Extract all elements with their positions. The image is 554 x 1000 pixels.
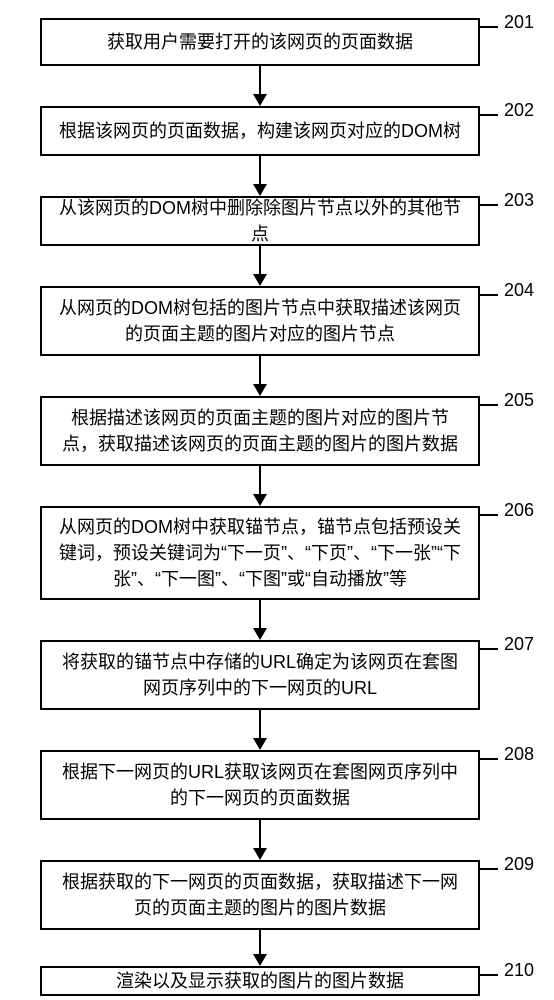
arrow-line xyxy=(259,246,261,274)
arrow-line xyxy=(259,820,261,848)
arrow-head-icon xyxy=(253,954,267,966)
step-box-203: 从该网页的DOM树中删除除图片节点以外的其他节点 xyxy=(40,196,480,246)
step-label-207: 207 xyxy=(504,634,534,655)
arrow-head-icon xyxy=(253,384,267,396)
step-text: 将获取的锚节点中存储的URL确定为该网页在套图网页序列中的下一网页的URL xyxy=(56,649,464,701)
step-label-201: 201 xyxy=(504,12,534,33)
arrow-line xyxy=(259,156,261,184)
label-tick xyxy=(480,294,498,296)
label-tick xyxy=(480,26,498,28)
step-label-202: 202 xyxy=(504,100,534,121)
arrow-head-icon xyxy=(253,738,267,750)
step-label-209: 209 xyxy=(504,854,534,875)
label-tick xyxy=(480,974,498,976)
step-box-208: 根据下一网页的URL获取该网页在套图网页序列中的下一网页的页面数据 xyxy=(40,750,480,820)
step-box-206: 从网页的DOM树中获取锚节点，锚节点包括预设关键词，预设关键词为“下一页”、“下… xyxy=(40,506,480,600)
step-label-206: 206 xyxy=(504,500,534,521)
label-tick xyxy=(480,648,498,650)
step-box-209: 根据获取的下一网页的页面数据，获取描述下一网页的页面主题的图片的图片数据 xyxy=(40,860,480,930)
step-text: 获取用户需要打开的该网页的页面数据 xyxy=(107,29,413,55)
arrow-line xyxy=(259,600,261,628)
label-tick xyxy=(480,758,498,760)
arrow-line xyxy=(259,356,261,384)
arrow-line xyxy=(259,466,261,494)
step-text: 从网页的DOM树中获取锚节点，锚节点包括预设关键词，预设关键词为“下一页”、“下… xyxy=(56,514,464,592)
step-box-202: 根据该网页的页面数据，构建该网页对应的DOM树 xyxy=(40,106,480,156)
label-tick xyxy=(480,204,498,206)
step-box-207: 将获取的锚节点中存储的URL确定为该网页在套图网页序列中的下一网页的URL xyxy=(40,640,480,710)
label-tick xyxy=(480,404,498,406)
arrow-head-icon xyxy=(253,274,267,286)
step-text: 根据描述该网页的页面主题的图片对应的图片节点，获取描述该网页的页面主题的图片的图… xyxy=(56,405,464,457)
step-box-205: 根据描述该网页的页面主题的图片对应的图片节点，获取描述该网页的页面主题的图片的图… xyxy=(40,396,480,466)
step-label-204: 204 xyxy=(504,280,534,301)
step-label-205: 205 xyxy=(504,390,534,411)
step-label-208: 208 xyxy=(504,744,534,765)
label-tick xyxy=(480,868,498,870)
arrow-head-icon xyxy=(253,494,267,506)
step-box-210: 渲染以及显示获取的图片的图片数据 xyxy=(40,966,480,996)
step-box-201: 获取用户需要打开的该网页的页面数据 xyxy=(40,18,480,66)
step-label-203: 203 xyxy=(504,190,534,211)
arrow-line xyxy=(259,930,261,954)
arrow-head-icon xyxy=(253,94,267,106)
label-tick xyxy=(480,514,498,516)
step-text: 根据获取的下一网页的页面数据，获取描述下一网页的页面主题的图片的图片数据 xyxy=(56,869,464,921)
arrow-line xyxy=(259,710,261,738)
step-text: 从网页的DOM树包括的图片节点中获取描述该网页的页面主题的图片对应的图片节点 xyxy=(56,295,464,347)
arrow-head-icon xyxy=(253,628,267,640)
step-label-210: 210 xyxy=(504,960,534,981)
arrow-line xyxy=(259,66,261,94)
flowchart-container: 获取用户需要打开的该网页的页面数据 201 根据该网页的页面数据，构建该网页对应的D… xyxy=(0,0,554,1000)
arrow-head-icon xyxy=(253,848,267,860)
step-text: 根据该网页的页面数据，构建该网页对应的DOM树 xyxy=(59,118,461,144)
step-text: 根据下一网页的URL获取该网页在套图网页序列中的下一网页的页面数据 xyxy=(56,759,464,811)
step-box-204: 从网页的DOM树包括的图片节点中获取描述该网页的页面主题的图片对应的图片节点 xyxy=(40,286,480,356)
step-text: 渲染以及显示获取的图片的图片数据 xyxy=(116,968,404,994)
step-text: 从该网页的DOM树中删除除图片节点以外的其他节点 xyxy=(56,195,464,247)
label-tick xyxy=(480,114,498,116)
